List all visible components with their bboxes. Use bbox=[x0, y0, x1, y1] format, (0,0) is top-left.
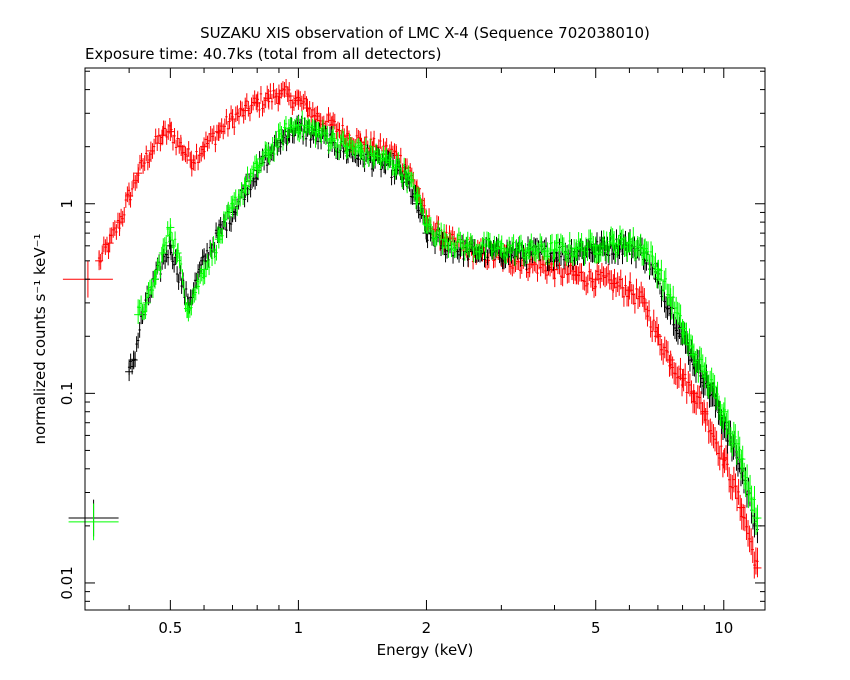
y-tick-label: 0.1 bbox=[58, 381, 76, 405]
axes: 0.5 1 2 5 10 0.01 0.1 1 bbox=[58, 68, 765, 637]
x-tick-label: 10 bbox=[714, 619, 733, 637]
y-tick-label: 1 bbox=[58, 199, 76, 209]
chart-subtitle: Exposure time: 40.7ks (total from all de… bbox=[85, 45, 441, 63]
plot-area bbox=[62, 79, 762, 579]
plot-frame bbox=[84, 67, 766, 611]
x-tick-label: 1 bbox=[294, 619, 304, 637]
x-tick-label: 0.5 bbox=[158, 619, 182, 637]
series-0 bbox=[62, 79, 762, 579]
x-axis-label: Energy (keV) bbox=[377, 641, 474, 659]
y-axis-label: normalized counts s⁻¹ keV⁻¹ bbox=[31, 233, 49, 444]
chart-title: SUZAKU XIS observation of LMC X-4 (Seque… bbox=[200, 24, 650, 42]
y-tick-label: 0.01 bbox=[58, 566, 76, 599]
x-tick-label: 2 bbox=[422, 619, 432, 637]
series-2 bbox=[68, 110, 762, 541]
tick-marks bbox=[85, 68, 765, 610]
x-tick-label: 5 bbox=[591, 619, 601, 637]
